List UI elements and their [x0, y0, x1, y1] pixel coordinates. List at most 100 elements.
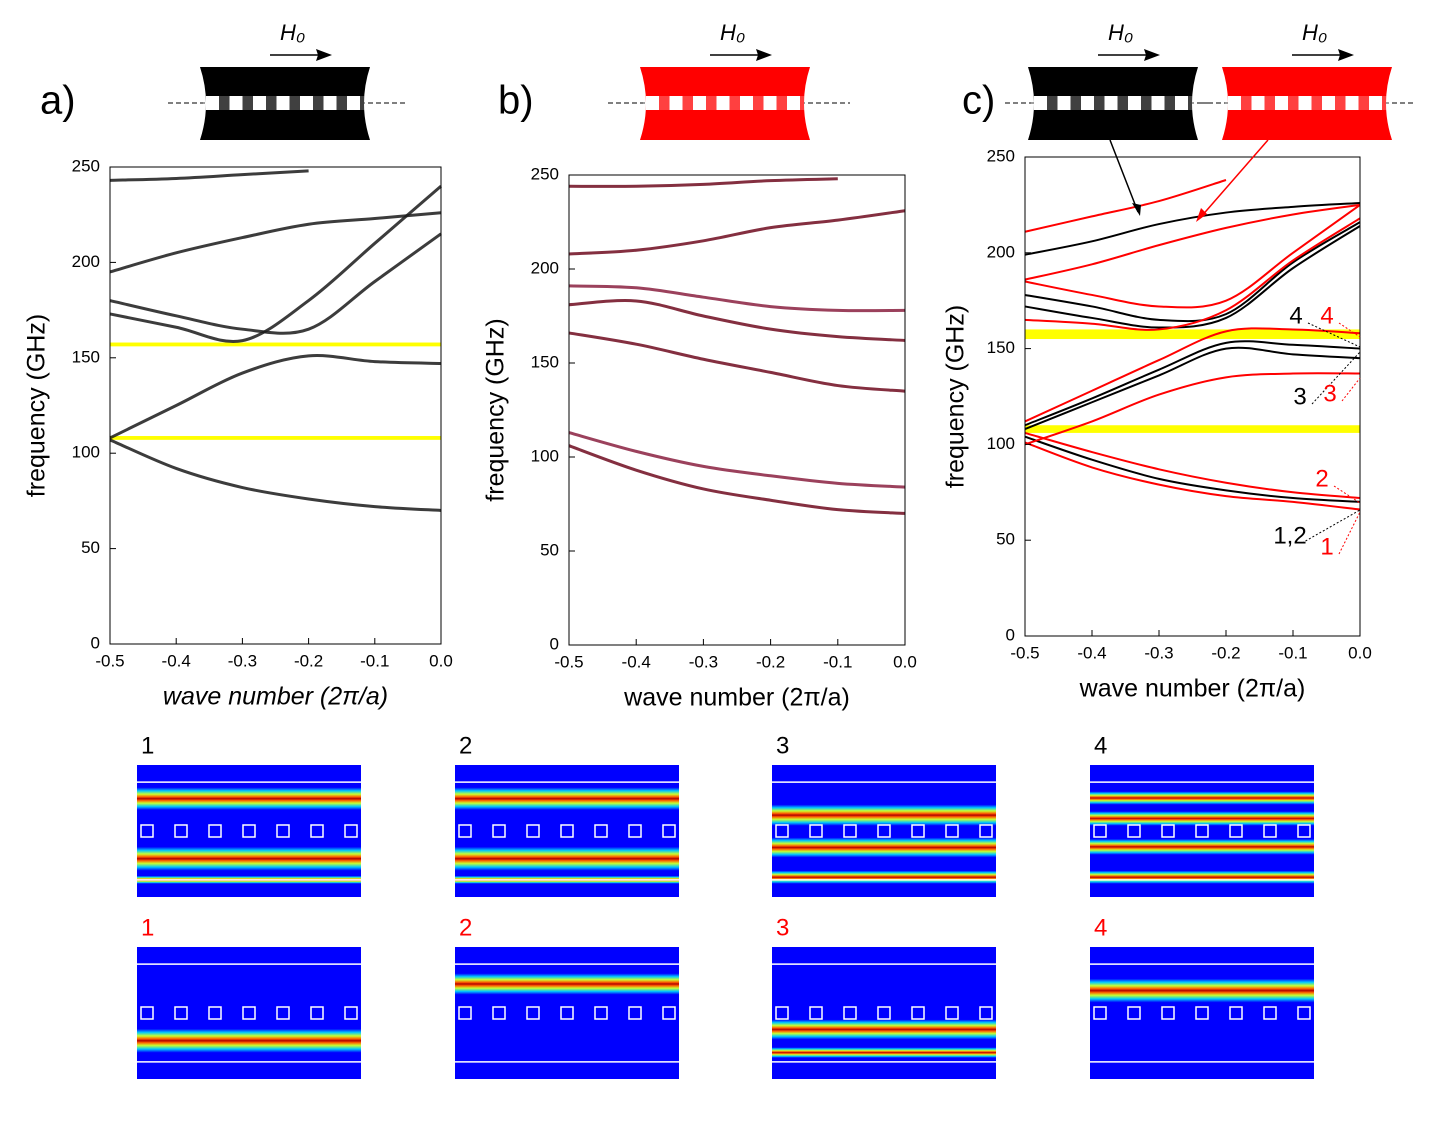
annotation: 3 [1323, 380, 1336, 407]
annotation: 2 [1315, 465, 1328, 492]
hole [1161, 824, 1175, 838]
hole [526, 1006, 540, 1020]
hole [1057, 96, 1071, 110]
curve [1024, 327, 1361, 423]
plot-frame [1024, 156, 1361, 637]
mode-map: 1 [137, 914, 361, 1079]
hole [140, 1006, 154, 1020]
mode-map: 2 [455, 914, 679, 1079]
hole [300, 96, 313, 110]
waveguide: H₀ [1200, 20, 1416, 140]
curve [568, 209, 906, 256]
curve [1024, 441, 1361, 511]
hole [646, 96, 659, 110]
hole [1151, 96, 1165, 110]
curve [109, 211, 442, 274]
field-stripe [772, 1047, 996, 1058]
x-tick-label: -0.4 [162, 651, 191, 670]
plot: -0.5 -0.4 -0.3 -0.2 -0.1 0.0 0 50 100 150 200 250 wa… [942, 79, 1372, 703]
x-tick-label: 0.0 [429, 651, 453, 670]
hole [276, 1006, 290, 1020]
hole [208, 1006, 222, 1020]
hole [1297, 1006, 1311, 1020]
field-stripe [1090, 838, 1314, 855]
curve [568, 284, 906, 313]
field-bg [455, 947, 679, 1079]
hole [911, 824, 925, 838]
hole [344, 824, 358, 838]
hole [1298, 96, 1312, 110]
hole [1297, 824, 1311, 838]
hole [877, 824, 891, 838]
hole [1251, 96, 1265, 110]
curve [1024, 201, 1361, 256]
curve [568, 177, 838, 188]
annotation: 1 [1320, 533, 1333, 560]
field-label: H₀ [1108, 20, 1133, 45]
mode-label: 2 [459, 732, 472, 759]
curve [1024, 179, 1227, 233]
field-bg [137, 947, 361, 1079]
hole [662, 1006, 676, 1020]
plot-area [1025, 157, 1360, 636]
mode-label: 2 [459, 914, 472, 941]
x-tick-label: -0.1 [1278, 643, 1307, 662]
y-tick-label: 250 [72, 156, 100, 175]
curve [1024, 204, 1361, 309]
hole [1229, 1006, 1243, 1020]
mode-label: 3 [776, 732, 789, 759]
hole [1081, 96, 1094, 110]
mode-map: 4 [1090, 732, 1314, 897]
y-tick-label: 50 [996, 530, 1015, 549]
annotation-leader [1338, 322, 1361, 338]
hole [1175, 96, 1188, 110]
hole [843, 824, 857, 838]
hole [740, 96, 753, 110]
field-stripe [137, 787, 361, 810]
x-tick-label: -0.2 [756, 652, 785, 671]
hole [347, 96, 360, 110]
hole [945, 824, 959, 838]
field-label: H₀ [280, 20, 305, 45]
hole [843, 1006, 857, 1020]
hole [344, 1006, 358, 1020]
x-axis-label: wave number (2π/a) [163, 683, 388, 711]
y-tick-label: 200 [987, 242, 1015, 261]
band [1025, 425, 1360, 433]
curve [109, 438, 442, 512]
curve [1024, 203, 1361, 281]
field-stripe [1090, 978, 1314, 1003]
y-axis-label: frequency (GHz) [942, 305, 970, 488]
mode-label: 1 [141, 732, 154, 759]
mode-map: 4 [1090, 914, 1314, 1079]
field-stripe [455, 787, 679, 810]
y-tick-label: 150 [531, 352, 559, 371]
hole [979, 824, 993, 838]
field-stripe [1090, 870, 1314, 884]
x-tick-label: -0.2 [1211, 643, 1240, 662]
hole [662, 824, 676, 838]
y-tick-label: 100 [72, 443, 100, 462]
curve [1024, 217, 1361, 331]
x-tick-label: -0.2 [294, 651, 323, 670]
annotation: 4 [1320, 302, 1333, 329]
annotation-leader [1301, 509, 1361, 544]
hole [1369, 96, 1382, 110]
plot-frame [568, 174, 906, 646]
x-tick-label: -0.4 [622, 652, 651, 671]
hole [1127, 824, 1141, 838]
y-tick-label: 0 [91, 633, 100, 652]
field-label: H₀ [1302, 20, 1327, 45]
x-tick-label: -0.4 [1077, 643, 1106, 662]
hole [809, 1006, 823, 1020]
field-bg [1090, 947, 1314, 1079]
hole [1093, 1006, 1107, 1020]
annotation-leader [1307, 322, 1361, 348]
waveguide: H₀ [1005, 20, 1210, 140]
hole [492, 824, 506, 838]
hole [945, 1006, 959, 1020]
field-stripe [1090, 791, 1314, 805]
panel-label: a) [40, 79, 76, 123]
plot-frame [109, 166, 442, 645]
x-tick-label: -0.1 [823, 652, 852, 671]
